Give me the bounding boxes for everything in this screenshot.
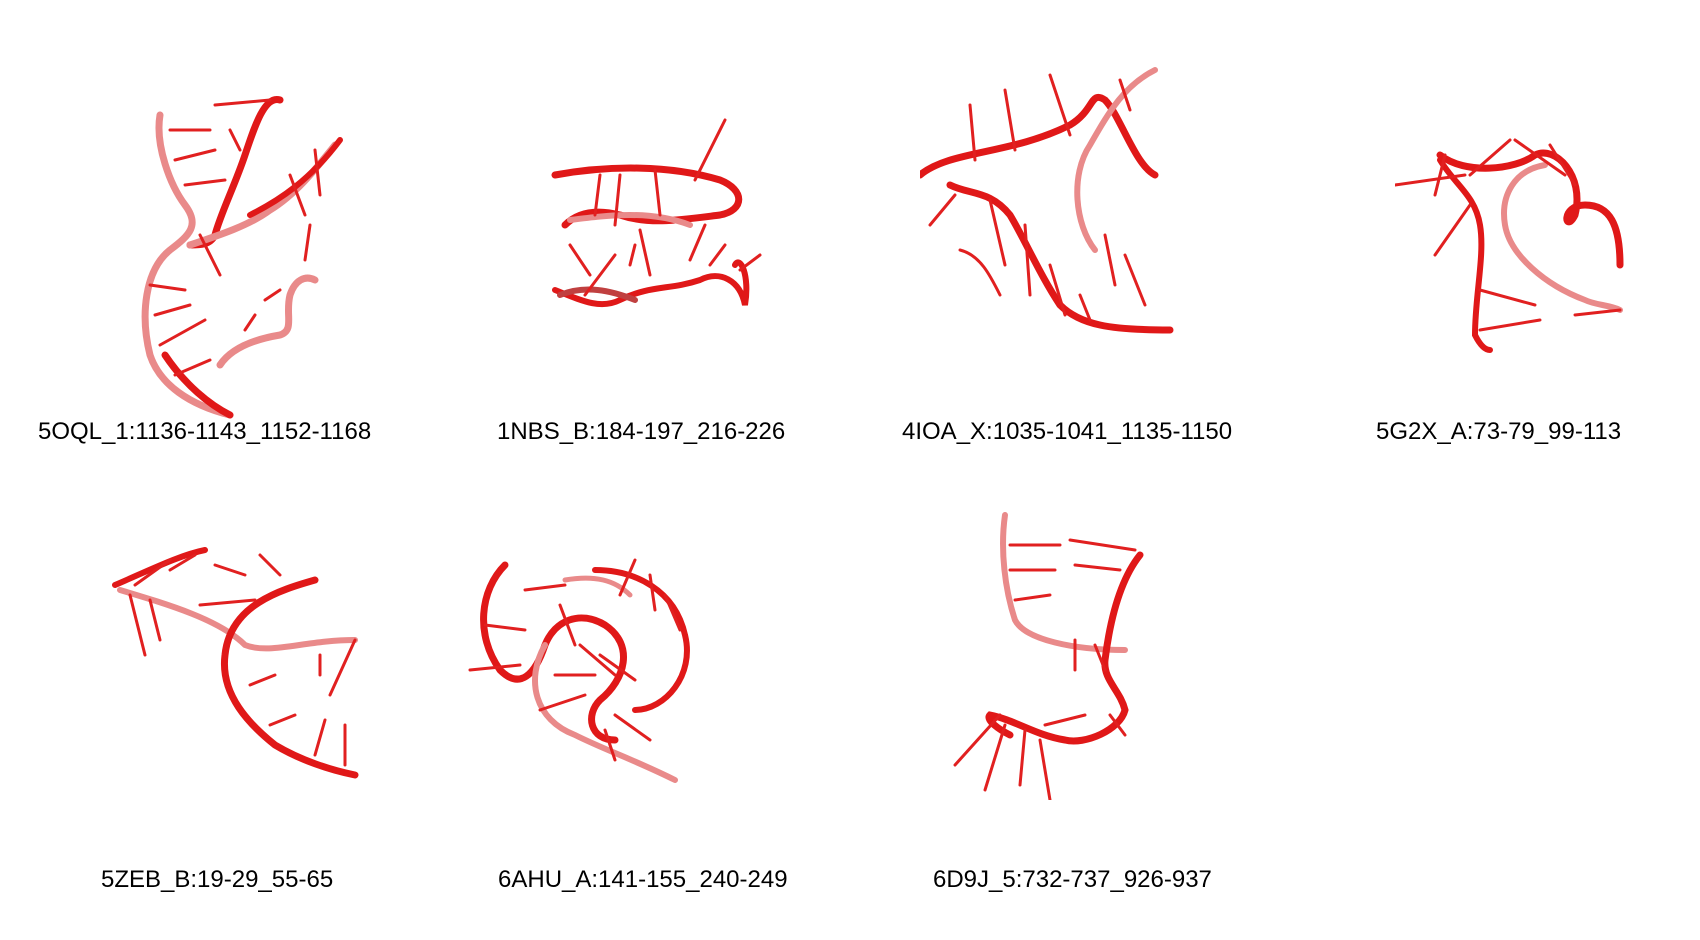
structure-label-5zeb: 5ZEB_B:19-29_55-65: [101, 866, 334, 893]
rna-structure-6ahu: [468, 558, 690, 783]
structure-panel-5oql: [130, 85, 390, 425]
structure-panel-5zeb: [110, 545, 370, 805]
rna-structure-1nbs: [551, 118, 762, 308]
structure-panel-4ioa: [920, 65, 1180, 365]
rna-structure-5oql: [141, 96, 343, 419]
rna-structure-6d9j: [953, 512, 1144, 800]
structure-panel-5g2x: [1395, 135, 1655, 365]
rna-structure-5g2x: [1395, 138, 1624, 353]
structure-panel-6d9j: [945, 510, 1165, 800]
structure-panel-1nbs: [540, 115, 800, 335]
structure-label-6d9j: 6D9J_5:732-737_926-937: [933, 866, 1212, 893]
rna-structure-4ioa: [920, 67, 1174, 334]
structure-label-5g2x: 5G2X_A:73-79_99-113: [1376, 418, 1622, 445]
structure-label-1nbs: 1NBS_B:184-197_216-226: [497, 418, 786, 445]
structure-label-4ioa: 4IOA_X:1035-1041_1135-1150: [902, 418, 1233, 445]
structure-panel-6ahu: [465, 550, 725, 790]
rna-structure-5zeb: [112, 547, 359, 779]
structure-label-5oql: 5OQL_1:1136-1143_1152-1168: [38, 418, 372, 445]
structure-label-6ahu: 6AHU_A:141-155_240-249: [498, 866, 788, 893]
